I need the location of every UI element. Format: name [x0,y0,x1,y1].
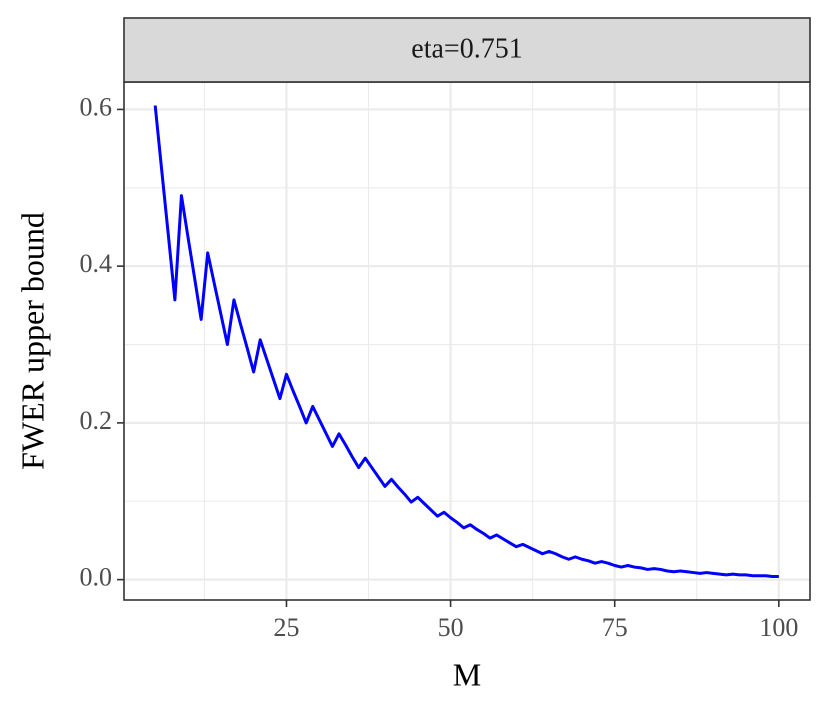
strip [123,17,811,83]
strip-title: eta=0.751 [411,33,522,64]
grid [124,82,810,600]
y-tick-label: 0.4 [80,249,113,278]
x-tick-label: 25 [273,613,299,642]
x-tick-label: 75 [602,613,628,642]
data-line [153,105,779,578]
x-tick-label: 100 [759,613,798,642]
plot-lines [153,105,779,578]
y-tick-label: 0.2 [80,406,113,435]
x-tick-label: 50 [438,613,464,642]
y-tick-label: 0.6 [80,92,113,121]
y-tick-label: 0.0 [80,563,113,592]
y-axis-label: FWER upper bound [14,212,50,470]
x-axis-label: M [453,656,481,692]
